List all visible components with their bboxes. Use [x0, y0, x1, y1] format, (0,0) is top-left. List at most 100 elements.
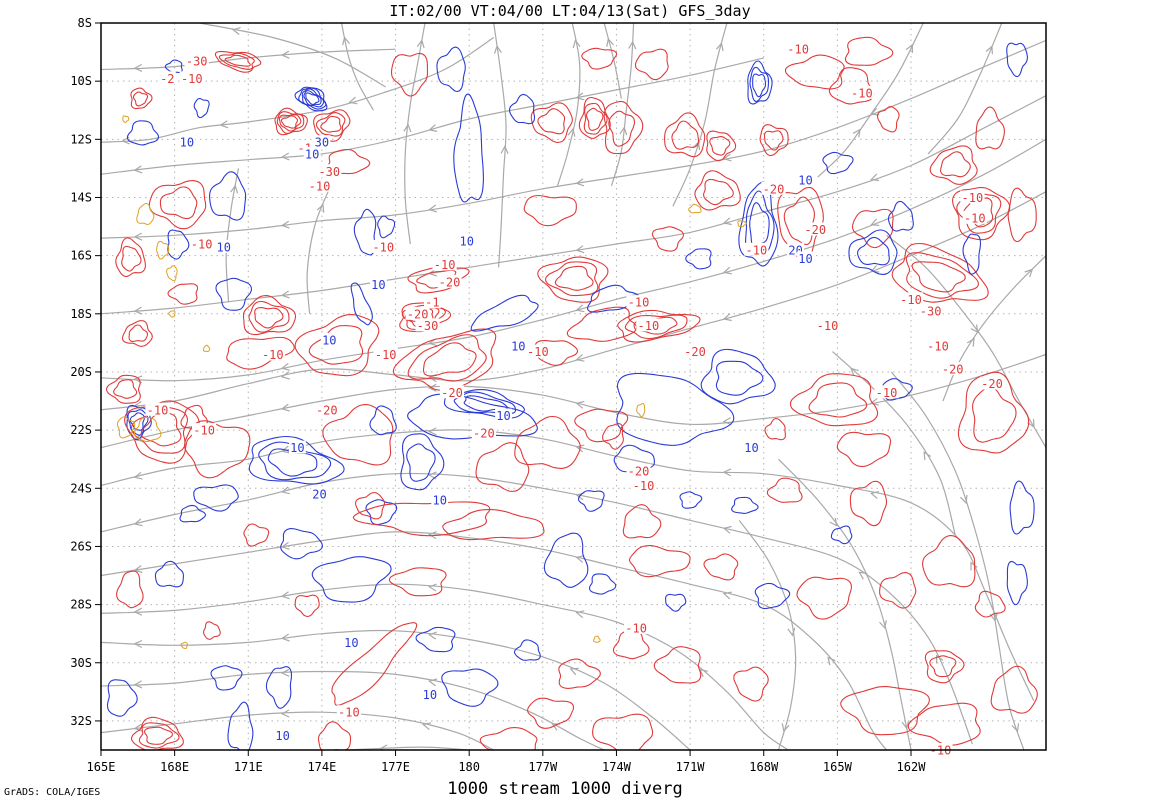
weak-contour	[636, 402, 646, 418]
contour-label-background	[373, 347, 398, 361]
contour-label-background	[336, 705, 361, 719]
positive-contour	[215, 277, 253, 311]
weak-contour	[133, 416, 162, 443]
streamline-arrow	[280, 591, 290, 600]
negative-contour	[891, 242, 989, 303]
contour-label: -20	[981, 377, 1003, 391]
x-tick-label: 174E	[307, 760, 336, 774]
contour-label-background	[178, 135, 196, 149]
positive-contour	[731, 496, 759, 514]
streamline-arrow	[699, 668, 708, 677]
negative-contour	[331, 622, 418, 706]
contour-label-background	[370, 277, 387, 291]
contour-label-background	[761, 181, 786, 195]
negative-contour	[105, 374, 141, 404]
contour-label: 30	[315, 136, 329, 150]
contour-label-background	[495, 408, 512, 422]
positive-contour	[588, 573, 617, 595]
streamline-arrow	[966, 337, 975, 347]
positive-contour	[258, 441, 332, 481]
contour-label-background	[343, 635, 360, 649]
negative-contour	[254, 307, 284, 329]
negative-contour	[148, 180, 207, 230]
streamline-arrow	[500, 145, 509, 154]
streamline-arrow	[829, 517, 838, 527]
streamline-arrow	[989, 613, 998, 622]
negative-contour	[214, 50, 262, 73]
negative-contour	[392, 328, 497, 392]
contour-label: 10	[305, 147, 319, 161]
positive-contour	[400, 433, 445, 491]
negative-contour	[851, 208, 894, 249]
contour-label-background	[874, 385, 899, 399]
contour-labels: -30-2-1010-13010-30-10-1010-1010-1010-20…	[145, 42, 1005, 758]
contour-label-background	[925, 338, 951, 352]
contour-label-background	[313, 135, 331, 149]
negative-contour	[537, 256, 609, 303]
negative-contour	[390, 52, 429, 97]
negative-contour	[633, 316, 678, 335]
x-tick-label: 174W	[602, 760, 632, 774]
contour-label-background	[803, 222, 828, 236]
positive-contour	[747, 60, 773, 105]
streamline-arrow	[787, 627, 796, 637]
contour-label: -1	[425, 296, 439, 310]
contour-label: 10	[744, 441, 758, 455]
weak-contour	[136, 202, 155, 225]
negative-contour	[703, 553, 739, 581]
positive-contour	[126, 120, 160, 146]
contour-label: 10	[798, 252, 812, 266]
contour-label: -30	[920, 304, 942, 318]
positive-contour	[365, 499, 398, 526]
negative-contour	[545, 261, 599, 297]
negative-contour	[115, 237, 146, 277]
negative-contour	[905, 252, 979, 299]
contour-label: -10	[527, 345, 549, 359]
negative-contour	[422, 342, 477, 377]
streamline	[556, 23, 581, 186]
contour-label: 10	[423, 688, 437, 702]
streamline	[101, 670, 605, 750]
streamline-arrow	[428, 678, 438, 687]
streamline	[101, 36, 495, 143]
contour-label: 10	[275, 729, 289, 743]
positive-contour	[685, 248, 712, 270]
contour-label-background	[424, 295, 441, 309]
streamline	[672, 23, 728, 207]
streamline-arrow	[493, 44, 502, 54]
grads-credit: GrADS: COLA/IGES	[4, 787, 100, 798]
streamline-arrow	[133, 306, 143, 315]
contour-label: -20	[684, 345, 706, 359]
streamline-arrow	[827, 656, 836, 666]
contour-label: -10	[964, 211, 986, 225]
negative-contour	[653, 646, 702, 684]
streamline-arrow	[428, 531, 437, 540]
x-tick-label: 171E	[234, 760, 263, 774]
negative-contour	[352, 501, 491, 537]
negative-contour	[128, 324, 149, 343]
positive-contour	[193, 484, 239, 512]
negative-contour	[132, 91, 149, 107]
negative-contour	[592, 713, 654, 750]
contour-label-background	[797, 173, 814, 186]
positive-contour	[227, 701, 254, 750]
contour-label: -30	[417, 319, 439, 333]
positive-contour	[267, 448, 318, 477]
negative-contour	[1007, 187, 1037, 243]
streamline-arrow	[280, 709, 290, 718]
contour-label: -10	[191, 238, 213, 252]
contour-label-background	[631, 478, 656, 492]
streamline-arrow	[850, 367, 859, 377]
negative-contour	[664, 112, 706, 158]
positive-contour	[830, 525, 853, 545]
streamline-arrow	[1011, 723, 1020, 733]
contour-label: -30	[186, 54, 208, 68]
contour-label: 10	[511, 339, 525, 353]
streamline-arrow	[870, 173, 880, 182]
streamline-arrow	[959, 494, 968, 505]
streamline	[101, 95, 1046, 315]
y-tick-label: 32S	[70, 714, 92, 728]
positive-contour	[179, 504, 206, 523]
contour-label-background	[158, 71, 176, 85]
contour-label: -10	[375, 348, 397, 362]
